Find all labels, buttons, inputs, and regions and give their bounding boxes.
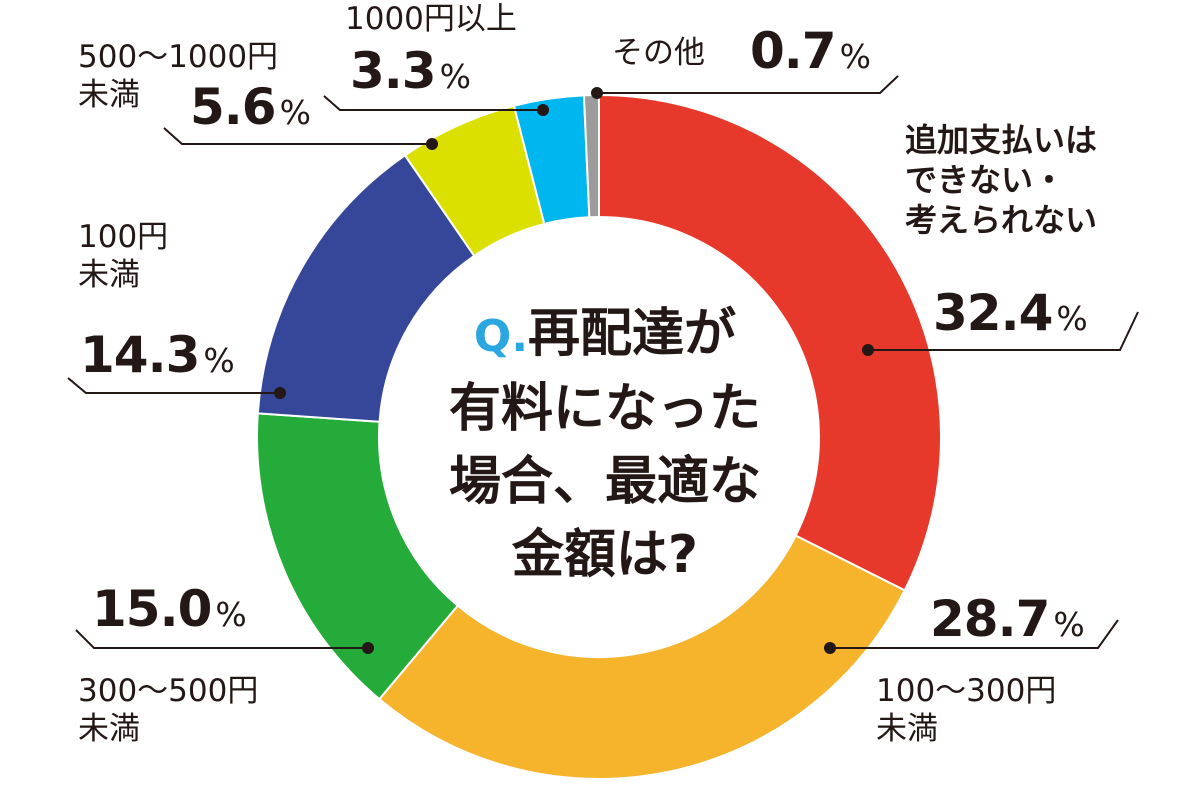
value-500-1000: 5.6%: [190, 82, 311, 132]
label-under-100: 100円 未満: [78, 219, 169, 293]
question-line-1: 再配達が: [528, 304, 737, 364]
slice-no-extra-payment: [598, 93, 942, 592]
leader-dot-300-500: [362, 642, 374, 654]
value-300-500: 15.0%: [92, 584, 247, 634]
label-other: その他: [612, 35, 705, 71]
value-text: 5.6: [190, 78, 277, 136]
value-text: 15.0: [92, 580, 212, 638]
question-line-2: 有料になった: [448, 379, 761, 439]
leader-line-under-100: [67, 377, 280, 394]
unit-text: %: [839, 37, 871, 76]
value-under-100: 14.3%: [80, 330, 235, 380]
slice-other: [582, 93, 600, 219]
value-over-1000: 3.3%: [350, 46, 471, 96]
leader-line-other: [597, 75, 899, 94]
value-text: 0.7: [750, 22, 837, 80]
label-300-500: 300〜500円 未満: [78, 673, 259, 747]
label-100-300: 100〜300円 未満: [876, 673, 1057, 747]
chart-question: Q.再配達が 有料になった 場合、最適な 金額は?: [395, 298, 815, 592]
leader-line-over-1000: [323, 95, 543, 111]
leader-dot-over-1000: [537, 104, 549, 116]
label-500-1000: 500〜1000円 未満: [78, 39, 279, 113]
slice-100-300: [377, 534, 907, 780]
question-line-4: 金額は?: [511, 525, 699, 585]
leader-dot-under-100: [274, 387, 286, 399]
leader-line-no-extra-payment: [868, 311, 1139, 351]
unit-text: %: [1056, 299, 1087, 338]
value-text: 28.7: [930, 590, 1050, 648]
leader-dot-500-1000: [426, 138, 438, 150]
unit-text: %: [1053, 605, 1084, 644]
leader-line-100-300: [830, 619, 1119, 649]
label-over-1000: 1000円以上: [345, 1, 517, 37]
label-no-extra-payment: 追加支払いは できない・ 考えられない: [905, 121, 1098, 239]
value-no-extra-payment: 32.4%: [933, 288, 1088, 338]
value-100-300: 28.7%: [930, 594, 1085, 644]
unit-text: %: [279, 93, 311, 132]
question-line-3: 場合、最適な: [448, 452, 761, 512]
leader-dot-other: [591, 87, 603, 99]
value-text: 32.4: [933, 284, 1053, 342]
unit-text: %: [215, 595, 246, 634]
value-text: 14.3: [80, 326, 200, 384]
value-other: 0.7%: [750, 26, 871, 76]
leader-dot-100-300: [824, 642, 836, 654]
unit-text: %: [203, 341, 234, 380]
leader-line-500-1000: [163, 127, 432, 145]
question-prefix: Q.: [473, 311, 529, 362]
unit-text: %: [439, 57, 471, 96]
leader-line-300-500: [75, 629, 368, 649]
value-text: 3.3: [350, 42, 437, 100]
leader-dot-no-extra-payment: [862, 344, 874, 356]
